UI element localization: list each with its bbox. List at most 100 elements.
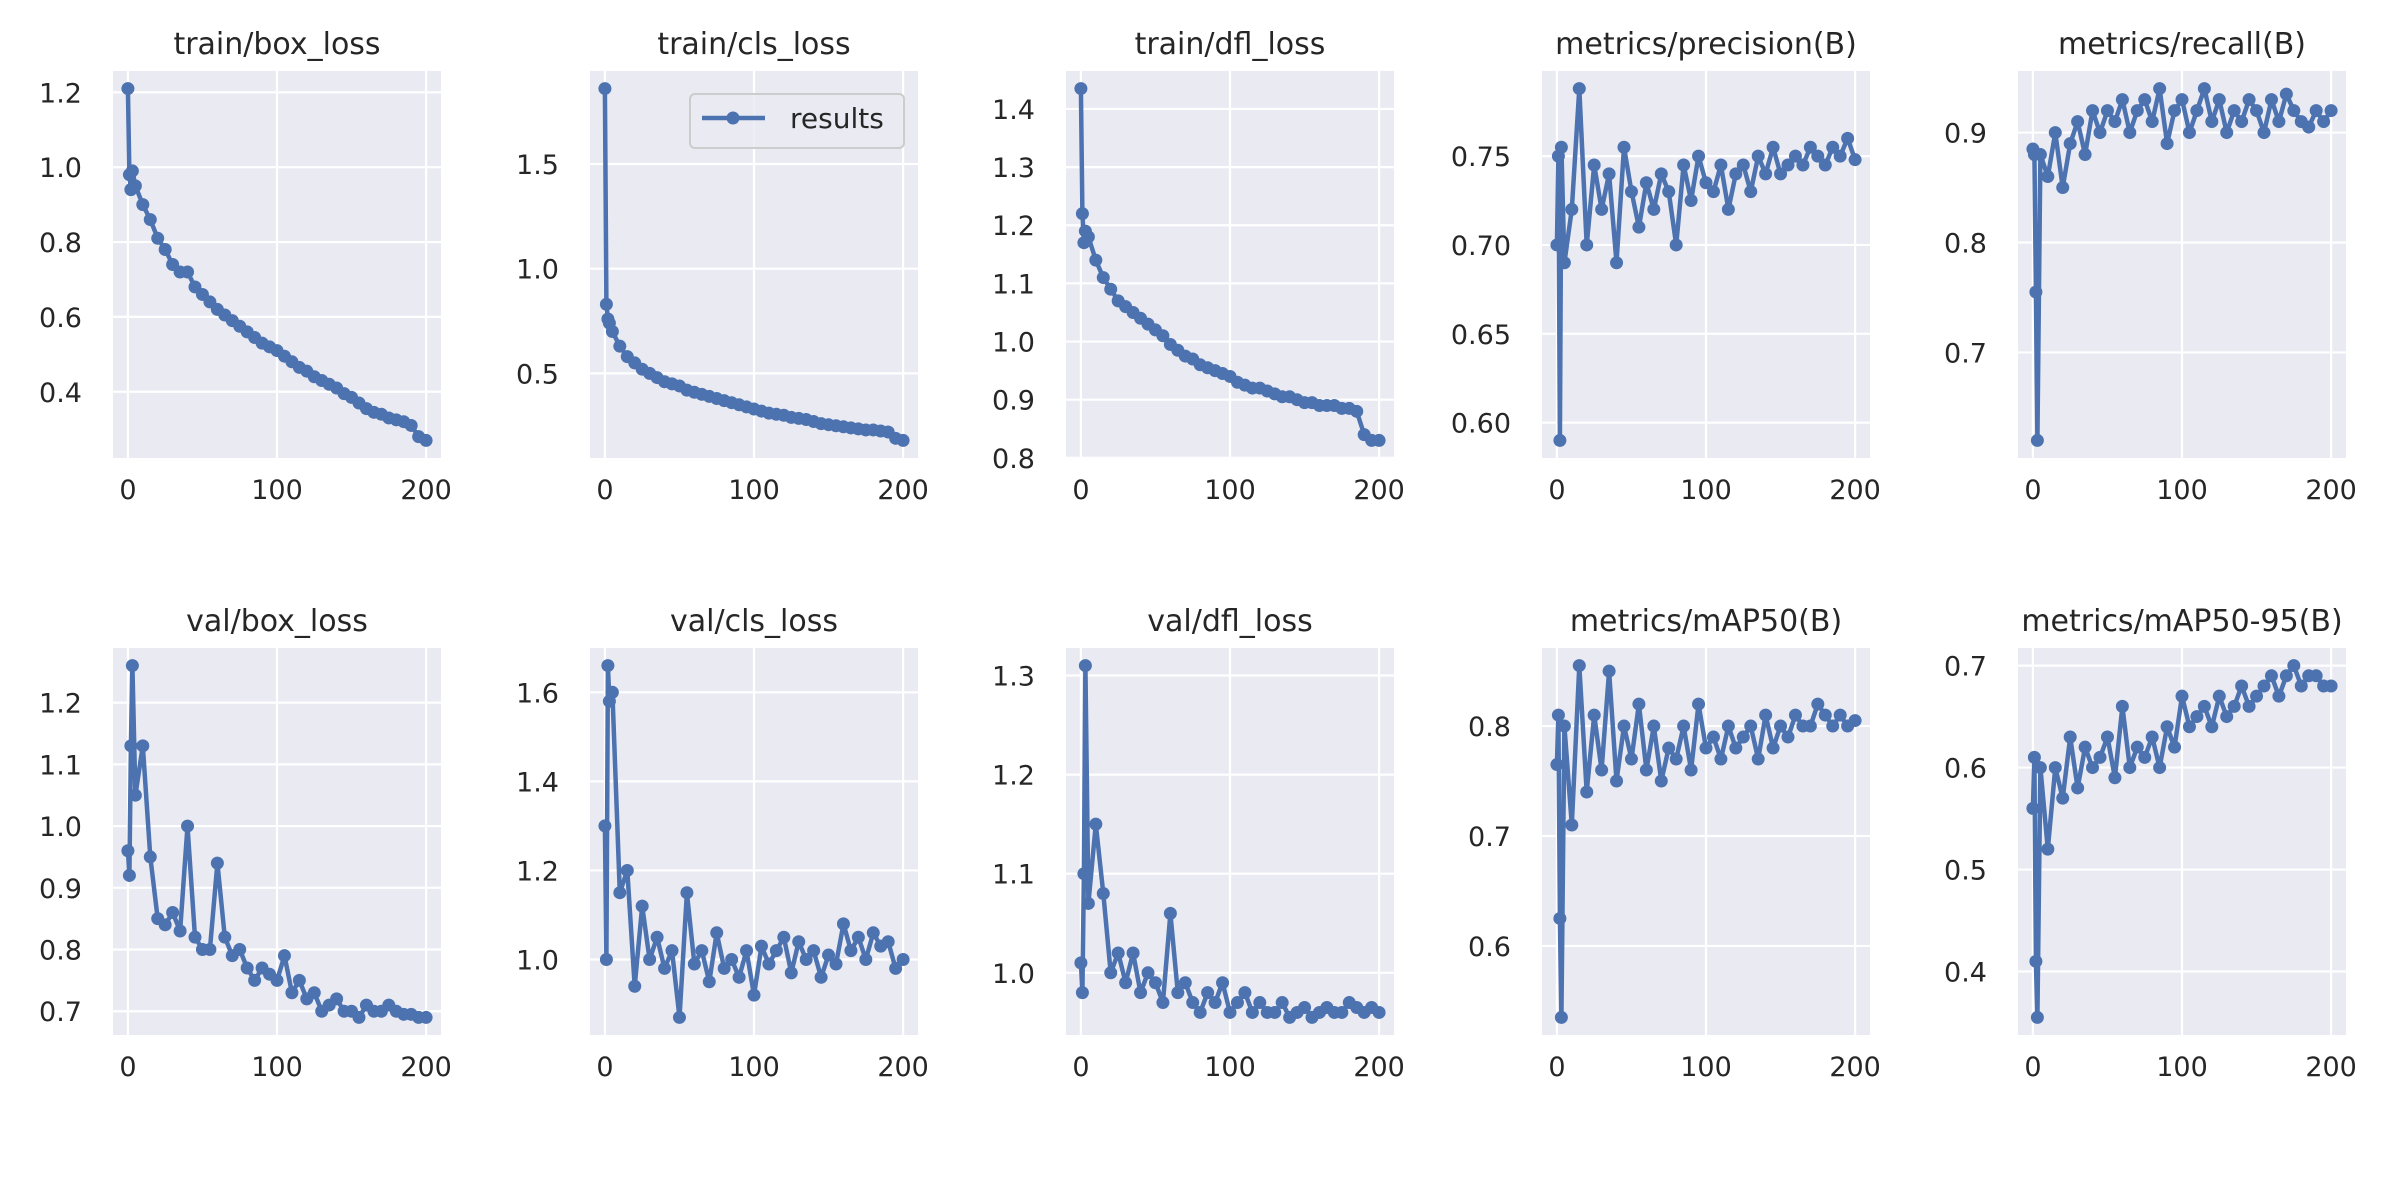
data-point xyxy=(1111,946,1125,960)
data-point xyxy=(2257,679,2271,693)
data-point xyxy=(1156,996,1170,1010)
data-point xyxy=(643,953,657,967)
x-tick-label: 100 xyxy=(1680,475,1732,506)
data-point xyxy=(1565,202,1579,216)
data-point xyxy=(1677,719,1691,733)
data-point xyxy=(1744,185,1758,199)
data-point xyxy=(1766,140,1780,154)
data-point xyxy=(1826,140,1840,154)
y-tick-label: 0.8 xyxy=(1944,229,1987,260)
data-point xyxy=(2205,115,2219,129)
y-tick-label: 0.8 xyxy=(992,444,1035,475)
data-point xyxy=(270,973,284,987)
x-tick-label: 0 xyxy=(119,1052,136,1083)
data-point xyxy=(687,957,701,971)
subplot-metrics-precision-b-: 0 100 200 0.60 0.65 0.70 0.75 metrics/precision… xyxy=(1451,27,1881,506)
y-tick-label: 0.8 xyxy=(39,228,82,259)
data-point xyxy=(1372,433,1386,447)
data-point xyxy=(1669,238,1683,252)
data-point xyxy=(2130,104,2144,118)
subplot-title: metrics/mAP50(B) xyxy=(1570,604,1842,639)
data-point xyxy=(1298,1000,1312,1014)
y-tick-label: 1.0 xyxy=(516,255,559,286)
data-point xyxy=(151,231,165,245)
data-point xyxy=(1677,158,1691,172)
subplot-val-dfl-loss: 0 100 200 1.0 1.1 1.2 1.3 val/dfl_loss xyxy=(992,604,1405,1083)
data-point xyxy=(1729,167,1743,181)
x-tick-label: 100 xyxy=(1680,1052,1732,1083)
data-point xyxy=(1684,763,1698,777)
data-point xyxy=(605,685,619,699)
data-point xyxy=(1632,697,1646,711)
y-tick-label: 1.5 xyxy=(516,150,559,181)
data-point xyxy=(125,659,139,673)
data-point xyxy=(419,433,433,447)
data-point xyxy=(1587,158,1601,172)
data-point xyxy=(851,930,865,944)
data-point xyxy=(1692,149,1706,163)
data-point xyxy=(599,953,613,967)
legend-marker-swatch xyxy=(726,111,740,125)
data-point xyxy=(1662,185,1676,199)
x-tick-label: 100 xyxy=(251,475,303,506)
data-point xyxy=(2190,104,2204,118)
data-point xyxy=(1201,986,1215,1000)
data-point xyxy=(599,297,613,311)
y-tick-label: 0.7 xyxy=(39,997,82,1028)
data-point xyxy=(2030,433,2044,447)
data-point xyxy=(650,930,664,944)
data-point xyxy=(143,850,157,864)
data-point xyxy=(218,930,232,944)
subplot-metrics-map50-95-b-: 0 100 200 0.4 0.5 0.6 0.7 metrics/mAP50-95(B) xyxy=(1944,604,2357,1083)
data-point xyxy=(1178,976,1192,990)
data-point xyxy=(2257,126,2271,140)
y-tick-label: 0.8 xyxy=(39,936,82,967)
data-point xyxy=(1238,986,1252,1000)
data-point xyxy=(1610,774,1624,788)
data-point xyxy=(1736,158,1750,172)
data-point xyxy=(1077,867,1091,881)
data-point xyxy=(1699,176,1713,190)
y-tick-label: 0.65 xyxy=(1451,320,1511,351)
y-tick-label: 1.2 xyxy=(992,761,1035,792)
y-tick-label: 1.2 xyxy=(39,78,82,109)
data-point xyxy=(1595,202,1609,216)
data-point xyxy=(1553,911,1567,925)
data-point xyxy=(807,944,821,958)
y-tick-label: 1.4 xyxy=(992,95,1035,126)
data-point xyxy=(2197,699,2211,713)
data-point xyxy=(2235,115,2249,129)
data-point xyxy=(181,819,195,833)
data-point xyxy=(1699,741,1713,755)
x-tick-label: 100 xyxy=(2156,1052,2208,1083)
data-point xyxy=(1557,719,1571,733)
subplot-title: val/cls_loss xyxy=(670,604,838,639)
data-point xyxy=(1193,1005,1207,1019)
data-point xyxy=(2190,710,2204,724)
data-point xyxy=(2063,137,2077,151)
y-tick-label: 0.9 xyxy=(39,874,82,905)
data-point xyxy=(188,930,202,944)
data-point xyxy=(1647,719,1661,733)
x-tick-label: 0 xyxy=(1548,1052,1565,1083)
data-point xyxy=(285,986,299,1000)
data-point xyxy=(2033,761,2047,775)
data-point xyxy=(1692,697,1706,711)
data-point xyxy=(762,957,776,971)
y-tick-label: 0.5 xyxy=(516,359,559,390)
data-point xyxy=(889,961,903,975)
subplot-title: train/cls_loss xyxy=(657,27,850,62)
data-point xyxy=(777,930,791,944)
x-tick-label: 0 xyxy=(596,475,613,506)
data-point xyxy=(292,973,306,987)
data-point xyxy=(1554,1010,1568,1024)
x-tick-label: 0 xyxy=(119,475,136,506)
data-point xyxy=(1774,719,1788,733)
data-point xyxy=(1751,149,1765,163)
data-point xyxy=(1639,176,1653,190)
data-point xyxy=(732,970,746,984)
data-point xyxy=(1148,976,1162,990)
data-point xyxy=(1610,256,1624,270)
x-tick-label: 0 xyxy=(2024,1052,2041,1083)
